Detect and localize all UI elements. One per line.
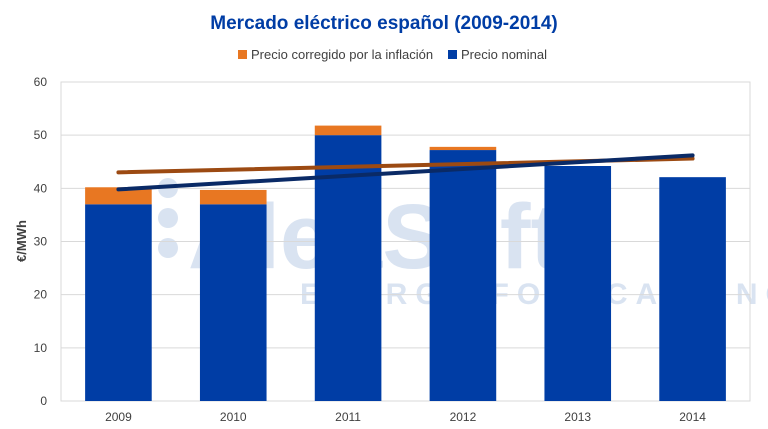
x-tick-label: 2009 [105, 410, 132, 424]
bar-nominal-2014 [659, 177, 726, 401]
bar-inflation-2009 [85, 187, 152, 205]
y-tick-label: 50 [34, 128, 48, 142]
watermark-dot [158, 208, 178, 228]
x-tick-label: 2013 [564, 410, 591, 424]
legend-label: Precio nominal [461, 47, 547, 62]
x-tick-label: 2012 [450, 410, 477, 424]
trendline-nominal [116, 153, 695, 192]
legend-swatch [448, 50, 457, 59]
trendlines [116, 153, 695, 192]
bar-nominal-2012 [429, 150, 497, 401]
legend-label: Precio corregido por la inflación [251, 47, 433, 62]
y-tick-label: 20 [34, 288, 48, 302]
bar-inflation-2012 [429, 146, 497, 151]
axes: 0 10 20 30 40 50 60 2009 2010 2011 2012 2013 2014 [34, 75, 707, 424]
bar-inflation-2011 [314, 125, 382, 136]
legend: Precio corregido por la inflación Precio … [238, 47, 547, 62]
y-tick-label: 0 [40, 394, 47, 408]
legend-swatch [238, 50, 247, 59]
y-axis-title: €/MWh [14, 220, 29, 262]
bar-nominal-2013 [544, 166, 612, 401]
watermark-dot [158, 238, 178, 258]
x-tick-label: 2011 [335, 410, 361, 424]
y-tick-label: 30 [34, 235, 48, 249]
y-tick-label: 60 [34, 75, 48, 89]
bar-nominal-2010 [199, 204, 267, 401]
bars [85, 125, 726, 401]
bar-nominal-2011 [314, 135, 382, 401]
y-tick-label: 10 [34, 341, 48, 355]
bar-nominal-2009 [85, 204, 152, 401]
gridlines [60, 81, 751, 402]
chart-title: Mercado eléctrico español (2009-2014) [210, 13, 557, 34]
x-tick-label: 2014 [679, 410, 706, 424]
x-tick-label: 2010 [220, 410, 247, 424]
y-tick-label: 40 [34, 181, 48, 195]
bar-inflation-2010 [199, 189, 267, 205]
